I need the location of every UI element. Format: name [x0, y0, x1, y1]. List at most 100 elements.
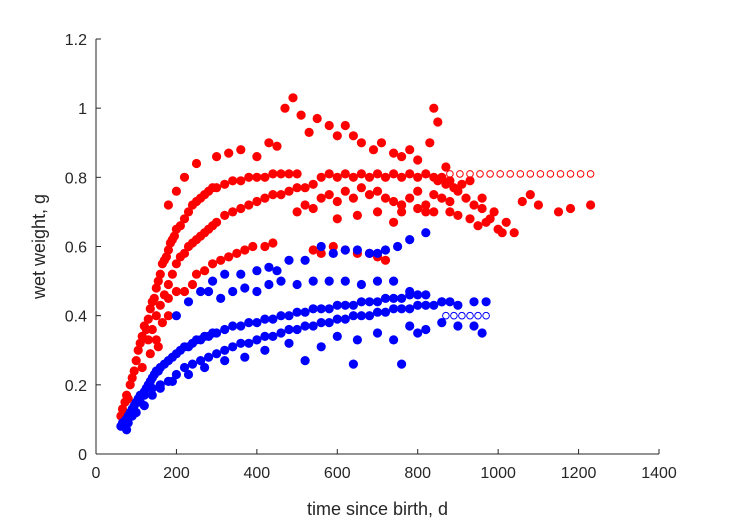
data-point-s0-114	[224, 252, 234, 262]
data-point-s1-48	[324, 304, 334, 314]
data-point-s1-49	[332, 300, 342, 310]
data-point-s0-176	[445, 196, 455, 207]
data-point-s3-2	[458, 311, 466, 320]
data-point-s0-206	[489, 207, 499, 217]
data-point-s0-87	[252, 152, 262, 162]
data-point-s0-85	[224, 148, 234, 158]
data-point-s0-134	[163, 311, 173, 321]
data-point-s1-46	[308, 304, 318, 314]
data-point-s1-41	[268, 314, 278, 324]
data-point-s0-183	[497, 228, 507, 238]
data-point-s0-50	[143, 335, 153, 345]
data-point-s1-62	[147, 390, 157, 400]
data-point-s0-117	[248, 241, 258, 252]
data-point-s1-152	[352, 335, 362, 345]
data-point-s1-57	[397, 293, 407, 303]
data-point-s0-173	[421, 200, 431, 210]
data-point-s1-107	[264, 262, 274, 272]
data-point-s1-132	[356, 279, 366, 290]
data-point-s0-21	[155, 269, 165, 279]
data-point-s0-95	[324, 120, 334, 131]
data-point-s1-35	[220, 324, 230, 335]
data-point-s0-118	[260, 241, 270, 252]
data-point-s0-47	[276, 169, 286, 179]
data-point-s0-10	[133, 345, 143, 355]
data-point-s1-54	[372, 297, 383, 307]
data-point-s1-71	[220, 345, 230, 355]
data-point-s1-96	[421, 300, 431, 310]
data-point-s1-78	[276, 328, 286, 338]
data-point-s0-92	[296, 110, 306, 120]
data-point-s0-129	[397, 207, 407, 217]
data-point-s0-138	[145, 349, 155, 359]
data-point-s1-155	[316, 342, 326, 352]
data-point-s0-39	[212, 183, 222, 193]
data-point-s1-139	[469, 297, 479, 307]
data-point-s1-79	[284, 324, 294, 335]
data-point-s0-115	[232, 248, 242, 258]
data-point-s1-119	[405, 235, 415, 245]
data-point-s0-80	[163, 200, 173, 210]
x-tick-label: 0	[92, 465, 101, 482]
data-point-s1-135	[405, 286, 415, 297]
y-axis-label: wet weight, g	[29, 194, 49, 300]
data-point-s1-43	[284, 311, 294, 321]
data-point-s0-81	[171, 186, 181, 196]
data-point-s0-127	[380, 255, 391, 265]
plot-points	[116, 93, 596, 435]
data-point-s0-104	[405, 145, 415, 155]
data-point-s1-137	[437, 297, 447, 307]
data-point-s2-3	[476, 170, 484, 178]
data-point-s0-207	[457, 179, 467, 189]
data-point-s0-185	[517, 196, 527, 207]
data-point-s1-140	[481, 297, 491, 307]
data-point-s0-130	[163, 293, 173, 303]
data-point-s0-96	[332, 131, 342, 141]
data-point-s3-1	[450, 311, 458, 320]
data-point-s0-150	[397, 172, 407, 182]
data-point-s1-165	[139, 390, 149, 400]
data-point-s1-159	[220, 356, 230, 366]
data-point-s1-124	[240, 283, 250, 293]
data-point-s0-97	[340, 120, 350, 131]
data-point-s0-59	[179, 248, 190, 258]
data-point-s1-122	[216, 293, 226, 303]
data-point-s1-134	[389, 276, 399, 286]
x-tick-label: 1200	[561, 465, 597, 482]
data-point-s0-53	[155, 300, 165, 310]
data-point-s1-166	[135, 397, 145, 407]
data-point-s0-197	[397, 200, 407, 210]
data-point-s1-151	[332, 331, 342, 341]
data-point-s1-147	[469, 321, 479, 331]
data-point-s2-2	[466, 170, 474, 178]
data-point-s1-120	[421, 228, 431, 238]
data-point-s1-161	[183, 369, 194, 380]
data-point-s1-80	[292, 324, 302, 335]
x-tick-label: 800	[404, 465, 431, 482]
data-point-s0-56	[167, 269, 177, 279]
data-point-s1-97	[429, 300, 439, 310]
data-point-s0-184	[509, 228, 519, 238]
data-point-s0-107	[429, 103, 439, 113]
data-point-s0-160	[316, 193, 326, 203]
data-point-s0-7	[127, 373, 137, 383]
data-point-s0-73	[260, 193, 270, 203]
data-point-s1-167	[127, 411, 137, 421]
data-point-s0-75	[276, 190, 286, 200]
data-point-s1-125	[252, 286, 262, 297]
data-point-s0-52	[151, 311, 161, 321]
data-point-s1-164	[147, 383, 157, 393]
data-point-s2-0	[446, 170, 454, 178]
data-point-s0-72	[252, 196, 262, 207]
data-point-s0-204	[473, 221, 483, 231]
data-point-s0-152	[413, 172, 423, 182]
data-point-s1-77	[268, 331, 278, 341]
data-point-s1-149	[421, 324, 431, 335]
data-point-s0-116	[240, 245, 250, 255]
data-point-s0-198	[413, 186, 423, 196]
data-point-s0-166	[364, 190, 375, 200]
data-point-s0-98	[348, 131, 358, 141]
data-point-s0-82	[179, 172, 190, 182]
data-point-s1-154	[389, 335, 399, 345]
data-point-s0-18	[149, 293, 159, 303]
